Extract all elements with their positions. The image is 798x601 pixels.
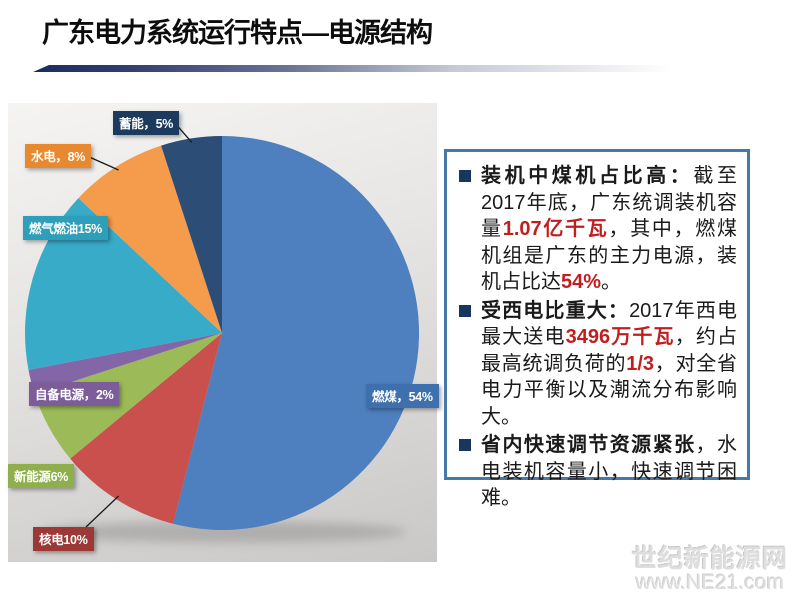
note-item: 受西电比重大：2017年西电最大送电3496万千瓦，约占最高统调负荷的1/3，对… (457, 298, 737, 431)
note-segment: ，水电装机容量小，快速调节困难。 (481, 434, 738, 509)
pie-label-leader-line (86, 155, 119, 171)
pie-data-label-水电: 水电，8% (25, 144, 92, 168)
pie-slice-新能源 (34, 333, 222, 459)
pie-data-label-核电: 核电10% (33, 527, 94, 551)
page-title: 广东电力系统运行特点—电源结构 (42, 18, 433, 48)
pie-data-label-新能源: 新能源6% (8, 464, 75, 488)
pie-data-label-蓄能: 蓄能，5% (113, 111, 180, 135)
note-segment: 受西电比重大： (481, 299, 630, 322)
pie-shadow (42, 521, 406, 543)
pie-slice-核电 (70, 333, 222, 524)
watermark: 世纪新能源网 www.NE21.com (626, 546, 794, 594)
bullet-square-icon (459, 170, 471, 182)
bullet-square-icon (459, 439, 471, 451)
note-segment: 。 (601, 271, 622, 293)
pie-slice-自备电源 (28, 333, 222, 394)
note-segment: 1.07亿千瓦 (502, 218, 609, 240)
watermark-url: www.NE21.com (635, 571, 785, 594)
note-segment: 54% (561, 271, 602, 293)
pie-chart (25, 121, 420, 543)
note-segment: 2017年西电最大送电 (481, 299, 738, 349)
note-segment: 1/3 (626, 352, 655, 375)
note-segment: 3496万千瓦 (565, 326, 675, 348)
title-underline-bar (33, 65, 760, 72)
note-text: 受西电比重大：2017年西电最大送电3496万千瓦，约占最高统调负荷的1/3，对… (481, 298, 737, 431)
note-segment: 截至2017年底，广东统调装机容量 (481, 165, 738, 240)
note-segment: ，对全省电力平衡以及潮流分布影响大。 (481, 352, 738, 428)
note-item: 装机中煤机占比高：截至2017年底，广东统调装机容量1.07亿千瓦，其中，燃煤机… (457, 163, 737, 296)
pie-data-label-燃煤: 燃煤，54% (366, 384, 439, 408)
watermark-site-name: 世纪新能源网 (631, 545, 788, 573)
notes-box: 装机中煤机占比高：截至2017年底，广东统调装机容量1.07亿千瓦，其中，燃煤机… (444, 149, 750, 509)
pie-slice-蓄能 (161, 135, 222, 333)
note-segment: 省内快速调节资源紧张 (481, 434, 696, 456)
pie-data-label-自备电源: 自备电源，2% (29, 382, 120, 406)
pie-slice-燃气燃油 (25, 198, 222, 370)
pie-label-leader-line (85, 495, 120, 528)
pie-chart-panel: 燃煤，54% 核电10% 新能源6% 自备电源，2% 燃气燃油15% 水电，8% 蓄能，5% (8, 103, 439, 562)
note-segment: ，其中，燃煤机组是广东的主力电源，装机占比达 (481, 218, 738, 293)
pie-slice-水电 (78, 145, 223, 333)
pie-data-label-燃气燃油: 燃气燃油15% (23, 216, 108, 240)
note-segment: ，约占最高统调负荷的 (481, 326, 738, 375)
note-item: 省内快速调节资源紧张，水电装机容量小，快速调节困难。 (457, 432, 737, 512)
note-text: 省内快速调节资源紧张，水电装机容量小，快速调节困难。 (481, 432, 737, 512)
note-text: 装机中煤机占比高：截至2017年底，广东统调装机容量1.07亿千瓦，其中，燃煤机… (481, 163, 737, 296)
pie-slice-燃煤 (173, 136, 420, 530)
bullet-square-icon (459, 304, 471, 317)
note-segment: 装机中煤机占比高： (481, 165, 694, 187)
